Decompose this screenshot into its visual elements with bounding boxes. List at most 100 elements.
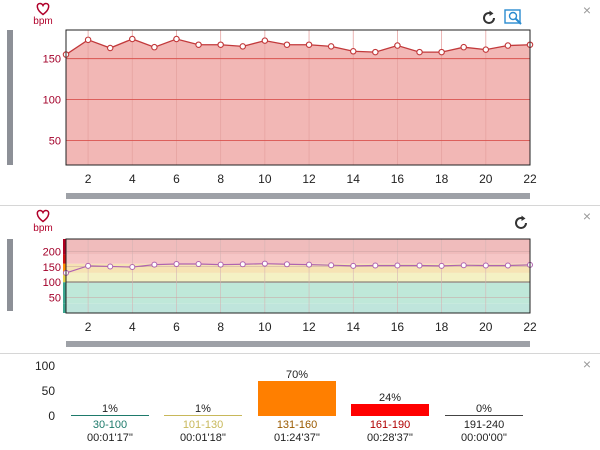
data-point xyxy=(328,262,335,269)
data-point xyxy=(350,262,357,269)
heart-rate-panel: bpm × 50 100 150 2 4 6 8 10 12 14 16 18 20 22 xyxy=(0,0,600,205)
data-point xyxy=(416,262,423,269)
zones-summary-panel: × 0 50 100 1% 30-100 00:01'17'' 1% 101-130 00:01… xyxy=(0,353,600,450)
hr-unit-block: bpm xyxy=(32,2,54,27)
zone-duration-label: 00:01'18'' xyxy=(180,432,226,444)
y-tick-label: 0 xyxy=(48,409,55,423)
zone-edge-marker xyxy=(63,239,66,255)
x-tick-label: 4 xyxy=(129,172,136,186)
zones-chart-panel: bpm × 50 100 150 200 2 4 6 8 10 12 14 16 18 20 22 xyxy=(0,205,600,354)
zone-band xyxy=(66,239,530,255)
close-icon[interactable]: × xyxy=(582,2,591,18)
data-point xyxy=(239,43,247,50)
series-line xyxy=(65,38,531,56)
data-point xyxy=(438,48,445,56)
data-point xyxy=(239,261,246,268)
data-point xyxy=(283,41,291,48)
x-tick-label: 10 xyxy=(258,320,272,334)
data-point xyxy=(372,262,379,269)
x-tick-label: 22 xyxy=(523,172,537,186)
data-point xyxy=(106,44,114,52)
zoom-icon[interactable] xyxy=(504,8,524,26)
data-point xyxy=(482,262,489,269)
data-point xyxy=(217,261,224,268)
zones-unit-label: bpm xyxy=(33,223,53,234)
refresh-icon[interactable] xyxy=(480,9,498,27)
data-point xyxy=(195,260,202,267)
bar-value-label: 70% xyxy=(286,369,308,381)
zones-chart: 50 100 150 200 2 4 6 8 10 12 14 16 18 20 22 xyxy=(43,238,537,334)
y-tick-label: 150 xyxy=(43,262,61,274)
zone-bar xyxy=(71,415,149,416)
bar-value-label: 0% xyxy=(476,403,492,415)
data-point xyxy=(107,263,114,270)
area-fill xyxy=(66,39,530,165)
zone-range-label: 161-190 xyxy=(370,419,410,431)
data-point xyxy=(261,37,269,44)
x-tick-label: 20 xyxy=(479,320,493,334)
data-point xyxy=(394,42,401,49)
hr-unit-label: bpm xyxy=(33,16,53,27)
x-tick-label: 18 xyxy=(435,172,449,186)
zone-duration-label: 01:24'37'' xyxy=(274,432,320,444)
zone-band xyxy=(66,303,530,313)
x-tick-label: 8 xyxy=(217,320,224,334)
data-point xyxy=(504,42,512,49)
data-point xyxy=(84,36,92,44)
close-icon[interactable]: × xyxy=(582,356,591,372)
bar-value-label: 1% xyxy=(102,403,118,415)
zone-bar xyxy=(258,381,336,416)
data-point xyxy=(306,261,313,268)
x-tick-label: 4 xyxy=(129,320,136,334)
y-scroll-handle[interactable] xyxy=(7,239,13,311)
data-point xyxy=(460,43,467,51)
zone-band xyxy=(66,272,530,283)
x-tick-label: 16 xyxy=(391,172,405,186)
plot-frame xyxy=(65,238,531,314)
heart-icon xyxy=(36,209,50,223)
x-tick-label: 2 xyxy=(85,320,92,334)
zone-bar xyxy=(351,404,429,416)
x-tick-label: 22 xyxy=(523,320,537,334)
y-tick-label: 50 xyxy=(42,384,56,398)
x-tick-label: 14 xyxy=(347,320,361,334)
data-point xyxy=(372,48,379,56)
x-tick-label: 20 xyxy=(479,172,493,186)
data-point xyxy=(327,43,335,50)
bar-value-label: 24% xyxy=(379,392,401,404)
zone-duration-label: 00:01'17'' xyxy=(87,432,133,444)
y-scroll-handle[interactable] xyxy=(7,30,13,165)
data-point xyxy=(129,264,136,271)
x-tick-label: 10 xyxy=(258,172,272,186)
y-tick-label: 100 xyxy=(35,359,55,373)
refresh-icon[interactable] xyxy=(512,214,530,232)
close-icon[interactable]: × xyxy=(582,208,591,224)
zone-edge-marker xyxy=(63,254,66,264)
zone-duration-label: 00:00'00'' xyxy=(461,432,507,444)
zone-band xyxy=(66,263,530,273)
data-point xyxy=(283,261,290,268)
data-point xyxy=(349,48,357,55)
x-tick-label: 8 xyxy=(217,172,224,186)
zone-band xyxy=(66,282,530,304)
plot-frame xyxy=(65,29,531,166)
zone-edge-marker xyxy=(63,282,66,304)
y-tick-label: 200 xyxy=(43,246,61,258)
data-point xyxy=(438,262,445,269)
heart-rate-chart: 50 100 150 2 4 6 8 10 12 14 16 18 20 22 xyxy=(43,29,537,186)
zone-duration-label: 00:28'37'' xyxy=(367,432,413,444)
zone-range-label: 131-160 xyxy=(277,419,317,431)
y-tick-label: 100 xyxy=(43,95,61,107)
x-tick-label: 12 xyxy=(302,172,316,186)
data-point xyxy=(482,46,490,53)
zone-range-label: 191-240 xyxy=(464,419,504,431)
x-tick-label: 16 xyxy=(391,320,405,334)
x-scrollbar[interactable] xyxy=(66,341,530,347)
data-point xyxy=(460,262,467,269)
x-scrollbar[interactable] xyxy=(66,193,530,199)
zone-bar xyxy=(164,415,242,416)
zone-range-label: 30-100 xyxy=(93,419,127,431)
zone-range-label: 101-130 xyxy=(183,419,223,431)
bar-value-label: 1% xyxy=(195,403,211,415)
